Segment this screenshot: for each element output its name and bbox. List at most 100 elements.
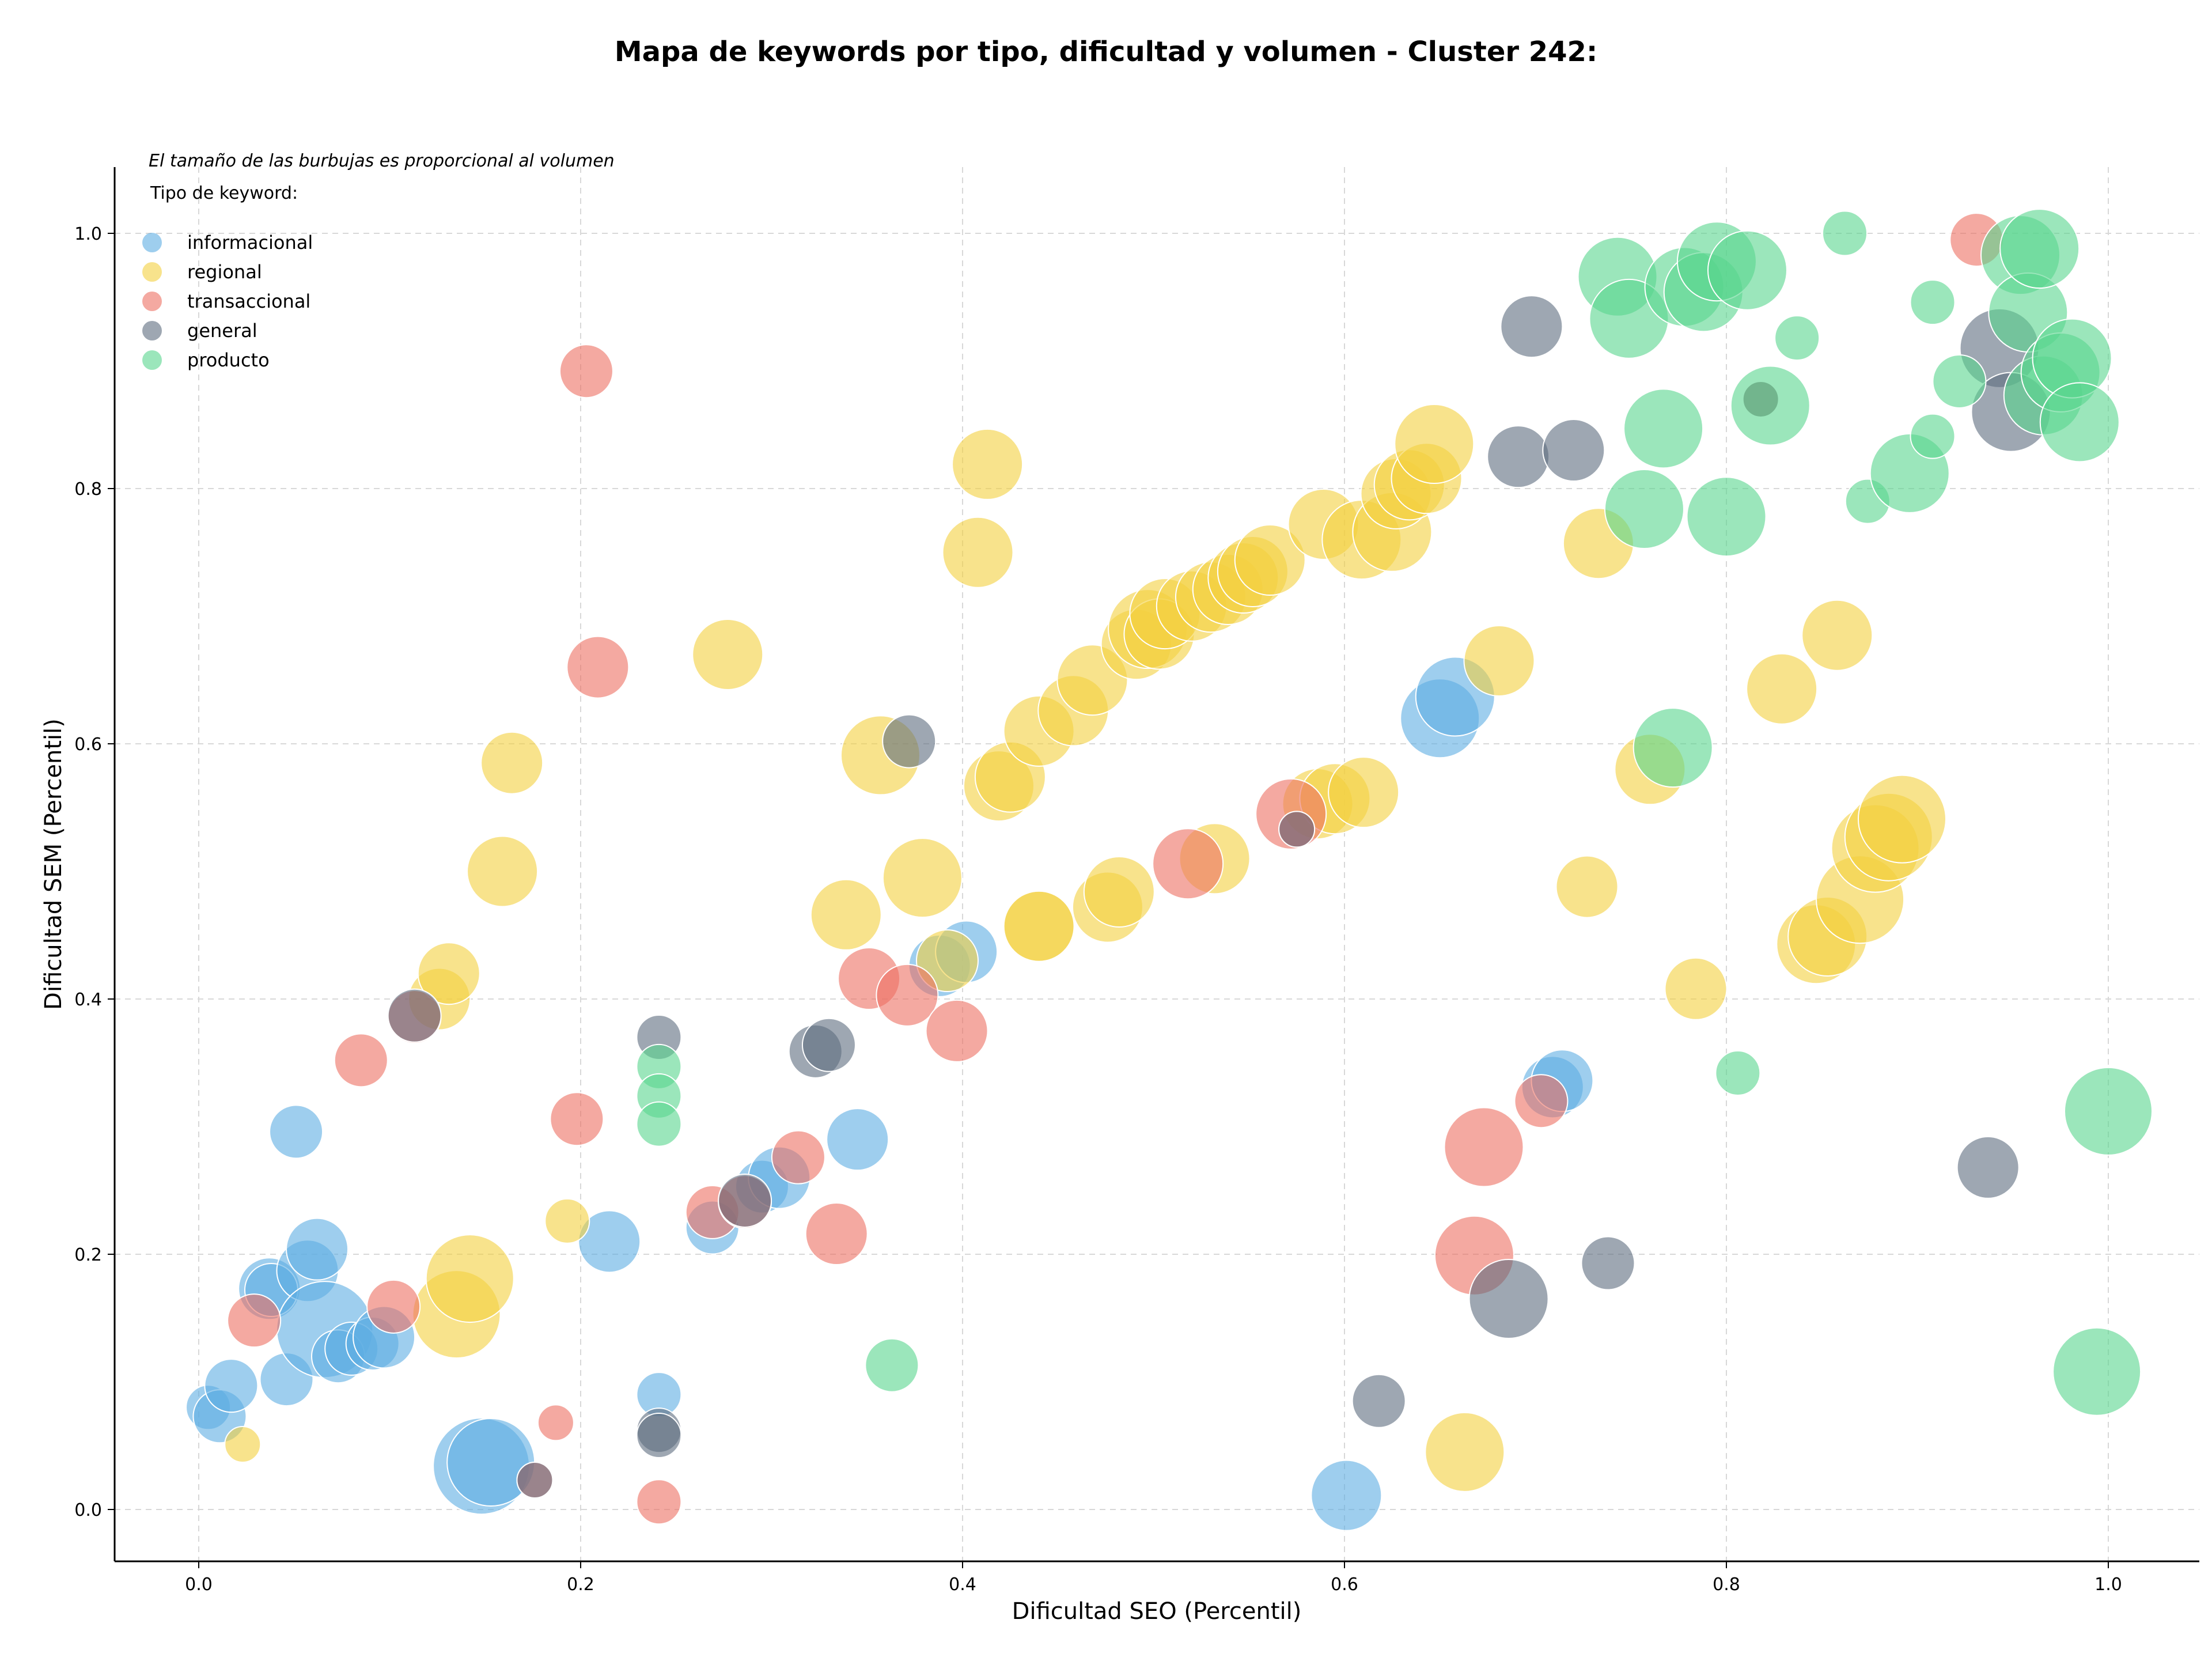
y-axis-label: Dificultad SEM (Percentil)	[40, 718, 67, 1010]
bubble-regional	[1801, 599, 1873, 671]
x-tick-label: 0.4	[949, 1575, 976, 1595]
bubble-producto	[1999, 209, 2080, 289]
bubble-regional	[692, 618, 764, 690]
bubble-general	[801, 1017, 856, 1072]
bubble-regional	[544, 1198, 590, 1244]
legend-label-producto: producto	[187, 349, 270, 371]
bubble-transaccional	[925, 999, 988, 1062]
bubble-transaccional	[550, 1092, 604, 1147]
bubble-producto	[1910, 279, 1956, 326]
size-annotation: El tamaño de las burbujas es proporciona…	[149, 151, 615, 171]
bubble-regional	[1664, 957, 1728, 1020]
bubble-producto	[2039, 382, 2120, 463]
y-tick-label: 0.8	[74, 479, 102, 500]
bubble-transaccional	[566, 635, 630, 699]
bubble-general	[1278, 811, 1316, 848]
bubble-regional	[480, 731, 544, 794]
bubble-producto	[1715, 1050, 1761, 1096]
bubble-transaccional	[334, 1033, 388, 1088]
bubble-regional	[1425, 1412, 1505, 1492]
chart-title: Mapa de keywords por tipo, dificultad y …	[614, 36, 1598, 68]
bubble-producto	[1774, 315, 1820, 361]
bubble-regional	[1463, 625, 1535, 697]
axes	[113, 167, 2199, 1562]
bubble-producto	[1932, 354, 1987, 408]
legend-label-informacional: informacional	[187, 232, 313, 253]
bubble-regional	[1083, 856, 1155, 928]
bubble-transaccional	[771, 1130, 825, 1185]
bubble-general	[516, 1462, 554, 1499]
y-tick-label: 0.2	[74, 1245, 102, 1265]
bubble-informacional	[826, 1108, 889, 1171]
bubble-producto	[1623, 388, 1704, 469]
bubble-regional	[417, 942, 480, 1005]
bubble-transaccional	[636, 1479, 682, 1525]
bubble-transaccional	[876, 963, 939, 1027]
bubble-transaccional	[366, 1279, 421, 1334]
legend-marker-general	[142, 321, 162, 340]
bubble-producto	[1730, 365, 1810, 446]
bubble-transaccional	[1152, 828, 1224, 900]
bubble-transaccional	[537, 1404, 574, 1441]
bubble-general	[1956, 1136, 2020, 1199]
bubble-general	[1487, 425, 1550, 489]
legend-label-regional: regional	[187, 261, 262, 283]
bubble-informacional	[204, 1359, 259, 1413]
bubble-regional	[1003, 890, 1075, 962]
bubble-regional	[810, 879, 882, 951]
bubble-transaccional	[227, 1293, 282, 1348]
x-axis-label: Dificultad SEO (Percentil)	[1012, 1598, 1302, 1625]
bubble-producto	[636, 1101, 682, 1147]
legend-label-general: general	[187, 320, 257, 342]
bubble-producto	[1633, 707, 1713, 788]
bubble-regional	[882, 838, 963, 918]
bubble-general	[1500, 295, 1563, 358]
legend-marker-transaccional	[142, 292, 162, 311]
bubble-layer	[185, 209, 2153, 1531]
bubble-producto	[1822, 210, 1868, 256]
bubble-regional	[467, 835, 539, 907]
bubble-transaccional	[1514, 1074, 1569, 1129]
x-tick-label: 0.8	[1713, 1575, 1740, 1595]
bubble-regional	[1857, 774, 1946, 864]
bubble-general	[1581, 1236, 1635, 1291]
bubble-producto	[1604, 468, 1684, 549]
x-tick-label: 0.0	[185, 1575, 213, 1595]
bubble-general	[882, 714, 937, 769]
legend-marker-producto	[142, 350, 162, 370]
bubble-regional	[1746, 653, 1818, 725]
bubble-producto	[2052, 1327, 2142, 1416]
bubble-transaccional	[1444, 1107, 1524, 1187]
legend-marker-informacional	[142, 233, 162, 252]
bubble-producto	[2064, 1066, 2153, 1156]
x-tick-label: 0.6	[1331, 1575, 1358, 1595]
bubble-producto	[1910, 413, 1956, 459]
bubble-regional	[1555, 855, 1619, 918]
bubble-informacional	[1310, 1459, 1382, 1531]
bubble-regional	[952, 428, 1024, 500]
y-tick-label: 0.4	[74, 990, 102, 1010]
bubble-regional	[1328, 756, 1400, 828]
bubble-general	[636, 1413, 682, 1459]
bubble-general	[387, 988, 442, 1043]
bubble-regional	[1234, 524, 1306, 596]
bubble-producto	[1686, 476, 1767, 557]
bubble-producto	[1707, 230, 1787, 311]
bubble-regional	[224, 1426, 262, 1463]
bubble-producto	[865, 1338, 919, 1393]
bubble-informacional	[578, 1210, 641, 1273]
y-tick-label: 1.0	[74, 224, 102, 244]
bubble-transaccional	[805, 1202, 868, 1266]
bubble-regional	[1394, 403, 1475, 484]
ticks: 0.0 0.0 0.2 0.2 0.4 0.4 0.6 0.6 0.8 0.8 1.0 1.0	[74, 224, 2122, 1595]
bubble-informacional	[269, 1104, 324, 1159]
legend-marker-regional	[142, 262, 162, 282]
y-tick-label: 0.6	[74, 735, 102, 755]
bubble-general	[1468, 1259, 1549, 1340]
bubble-informacional	[286, 1217, 349, 1281]
bubble-transaccional	[559, 344, 613, 399]
bubble-general	[1542, 419, 1605, 482]
legend-title: Tipo de keyword:	[150, 183, 298, 203]
y-tick-label: 0.0	[74, 1500, 102, 1520]
